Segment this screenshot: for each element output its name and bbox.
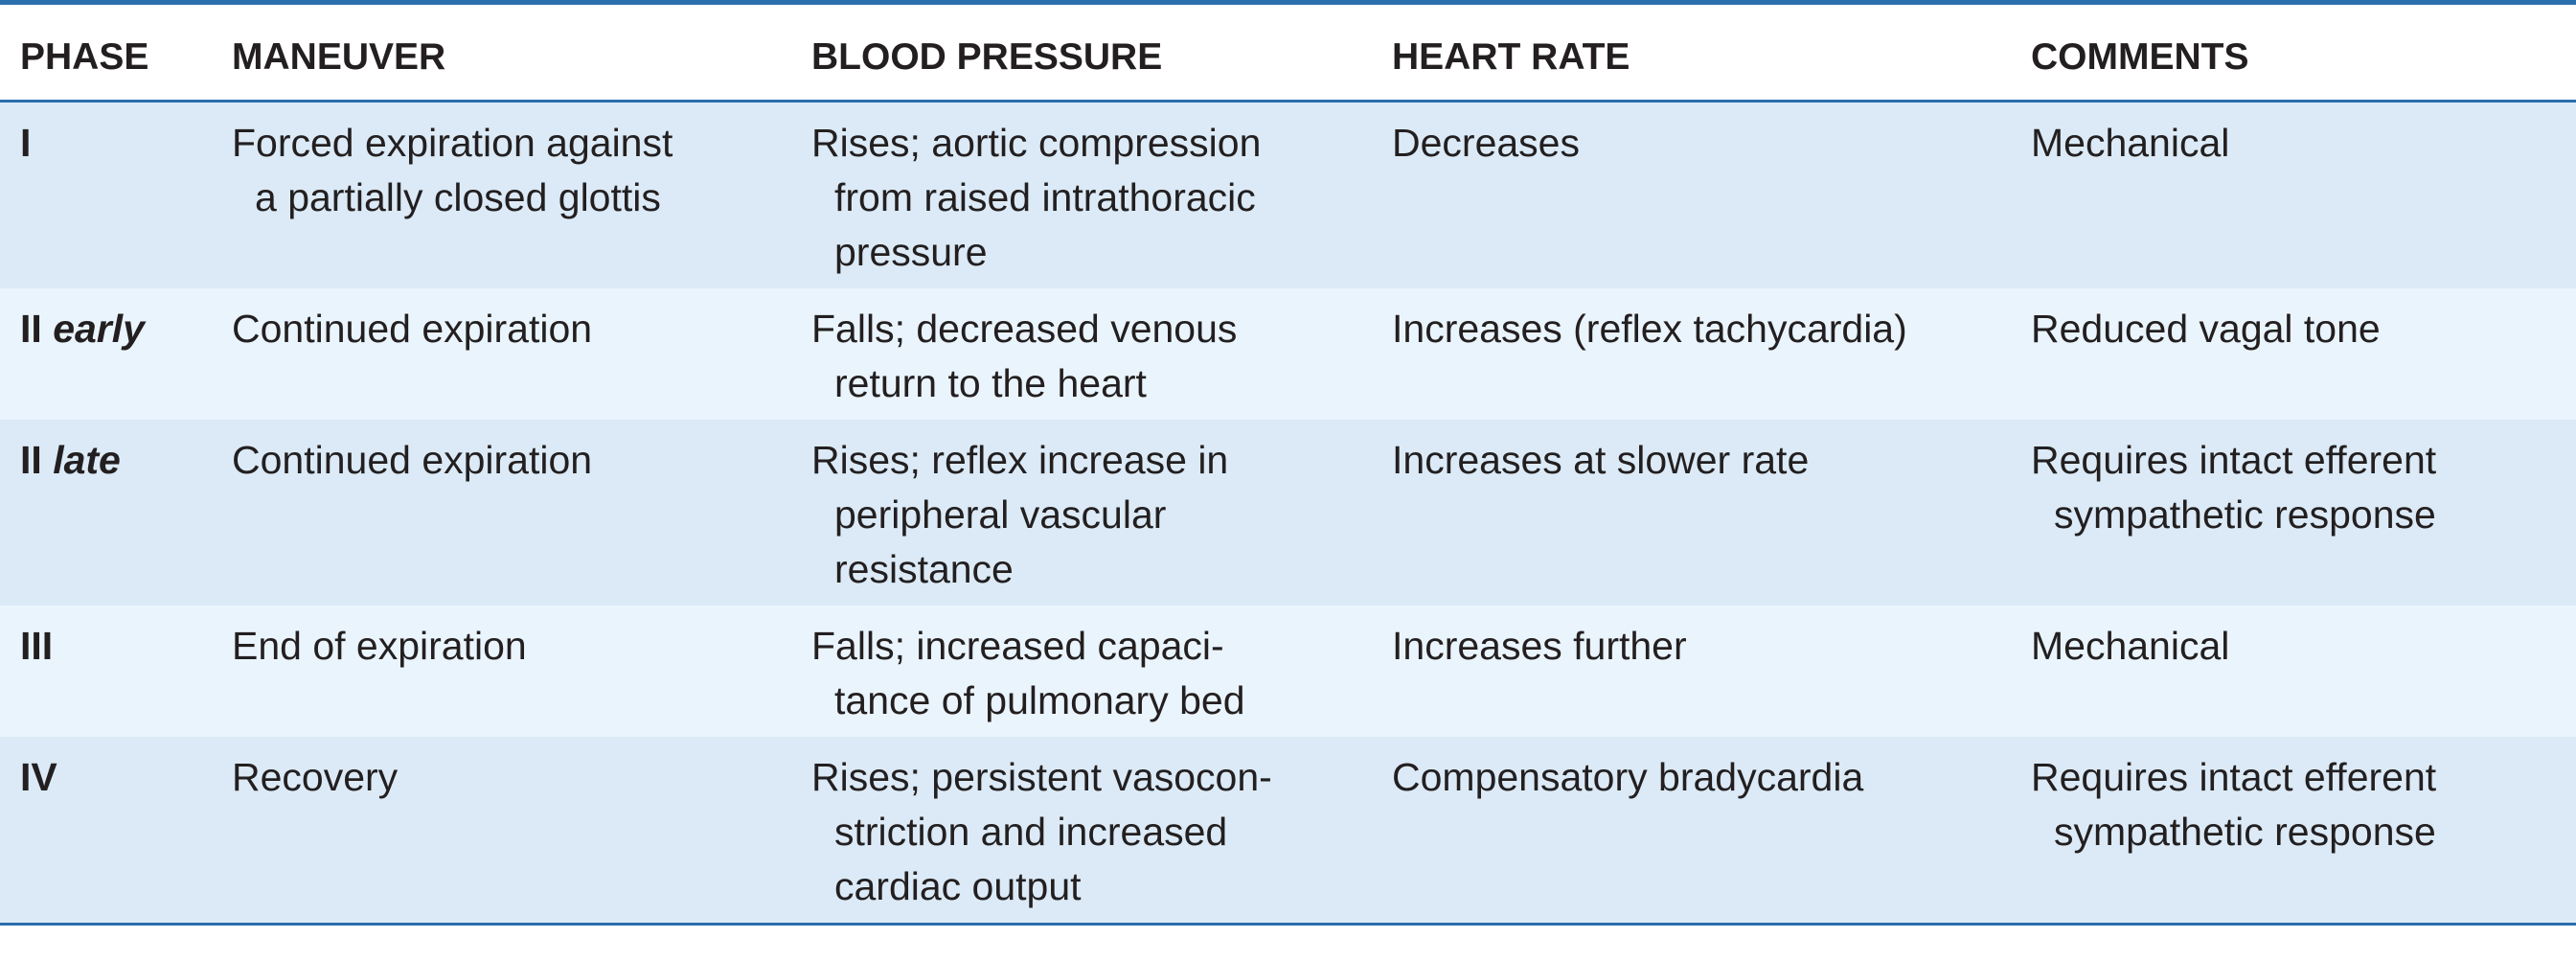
phase-label: II — [20, 307, 42, 351]
cell-line: cardiac output — [834, 864, 1082, 908]
cell-line: peripheral vascular — [834, 492, 1167, 537]
cell-line: sympathetic response — [2054, 492, 2436, 537]
table-cell: Falls; increased capaci-tance of pulmona… — [811, 619, 1245, 728]
cell-line: pressure — [834, 230, 988, 274]
table-cell: Falls; decreased venous return to the hea… — [811, 302, 1237, 411]
cell-line: Continued expiration — [232, 307, 593, 351]
cell-line: Compensatory bradycardia — [1392, 755, 1864, 799]
table-row: IV Recovery Rises; persistent vasocon-stri… — [0, 737, 2576, 923]
table-cell: Requires intact efferent sympathetic resp… — [2031, 433, 2436, 542]
table-cell: Continued expiration — [232, 302, 592, 356]
column-header: COMMENTS — [2031, 36, 2249, 78]
phase-label: IV — [20, 755, 57, 799]
phase-label: II — [20, 438, 42, 482]
bottom-rule — [0, 923, 2576, 926]
cell-line: Falls; decreased venous — [811, 307, 1238, 351]
table-row: I Forced expiration against a partially cl… — [0, 103, 2576, 288]
table-cell: Continued expiration — [232, 433, 592, 488]
cell-line: Forced expiration against — [232, 121, 673, 165]
cell-line: sympathetic response — [2054, 810, 2436, 854]
column-header: MANEUVER — [232, 36, 446, 78]
table-cell: Requires intact efferent sympathetic resp… — [2031, 750, 2436, 859]
table-cell: Rises; aortic compression from raised int… — [811, 116, 1261, 280]
table-cell: Increases further — [1392, 619, 1687, 674]
table-cell: Rises; persistent vasocon-striction and … — [811, 750, 1272, 914]
table-cell: Increases (reflex tachycardia) — [1392, 302, 1907, 356]
phase-cell: IV — [20, 750, 57, 805]
cell-line: End of expiration — [232, 624, 527, 668]
cell-line: return to the heart — [834, 361, 1147, 405]
cell-line: Requires intact efferent — [2031, 438, 2437, 482]
cell-line: Recovery — [232, 755, 399, 799]
cell-line: from raised intrathoracic — [834, 175, 1256, 219]
phase-qualifier: early — [53, 307, 145, 351]
cell-line: Increases at slower rate — [1392, 438, 1810, 482]
phase-qualifier: late — [53, 438, 121, 482]
cell-line: striction and increased — [834, 810, 1228, 854]
cell-line: tance of pulmonary bed — [834, 678, 1245, 722]
table-cell: Mechanical — [2031, 619, 2229, 674]
cell-line: Decreases — [1392, 121, 1580, 165]
cell-line: a partially closed glottis — [255, 175, 661, 219]
phase-cell: I — [20, 116, 31, 171]
table-row: III End of expiration Falls; increased cap… — [0, 606, 2576, 737]
phase-cell: II early — [20, 302, 145, 356]
cell-line: Rises; persistent vasocon- — [811, 755, 1272, 799]
column-header: BLOOD PRESSURE — [811, 36, 1163, 78]
cell-line: Mechanical — [2031, 624, 2230, 668]
cell-line: Requires intact efferent — [2031, 755, 2437, 799]
phase-label: I — [20, 121, 32, 165]
table-row: II late Continued expiration Rises; reflex… — [0, 420, 2576, 606]
table-row: II early Continued expiration Falls; decre… — [0, 288, 2576, 420]
cell-line: Falls; increased capaci- — [811, 624, 1224, 668]
table-cell: Recovery — [232, 750, 398, 805]
cell-line: Reduced vagal tone — [2031, 307, 2381, 351]
cell-line: Mechanical — [2031, 121, 2230, 165]
table-cell: Compensatory bradycardia — [1392, 750, 1863, 805]
table-cell: Increases at slower rate — [1392, 433, 1809, 488]
header-rule — [0, 100, 2576, 103]
cell-line: resistance — [834, 547, 1014, 591]
top-rule — [0, 0, 2576, 5]
table-cell: End of expiration — [232, 619, 527, 674]
table-cell: Forced expiration against a partially clo… — [232, 116, 672, 225]
phase-label: III — [20, 624, 54, 668]
phase-cell: III — [20, 619, 53, 674]
table-cell: Reduced vagal tone — [2031, 302, 2381, 356]
cell-line: Rises; reflex increase in — [811, 438, 1229, 482]
table-cell: Mechanical — [2031, 116, 2229, 171]
column-header: HEART RATE — [1392, 36, 1630, 78]
phase-cell: II late — [20, 433, 121, 488]
table-cell: Rises; reflex increase in peripheral vasc… — [811, 433, 1228, 597]
cell-line: Increases further — [1392, 624, 1687, 668]
table-cell: Decreases — [1392, 116, 1580, 171]
column-header: PHASE — [20, 36, 149, 78]
cell-line: Rises; aortic compression — [811, 121, 1262, 165]
cell-line: Continued expiration — [232, 438, 593, 482]
cell-line: Increases (reflex tachycardia) — [1392, 307, 1907, 351]
